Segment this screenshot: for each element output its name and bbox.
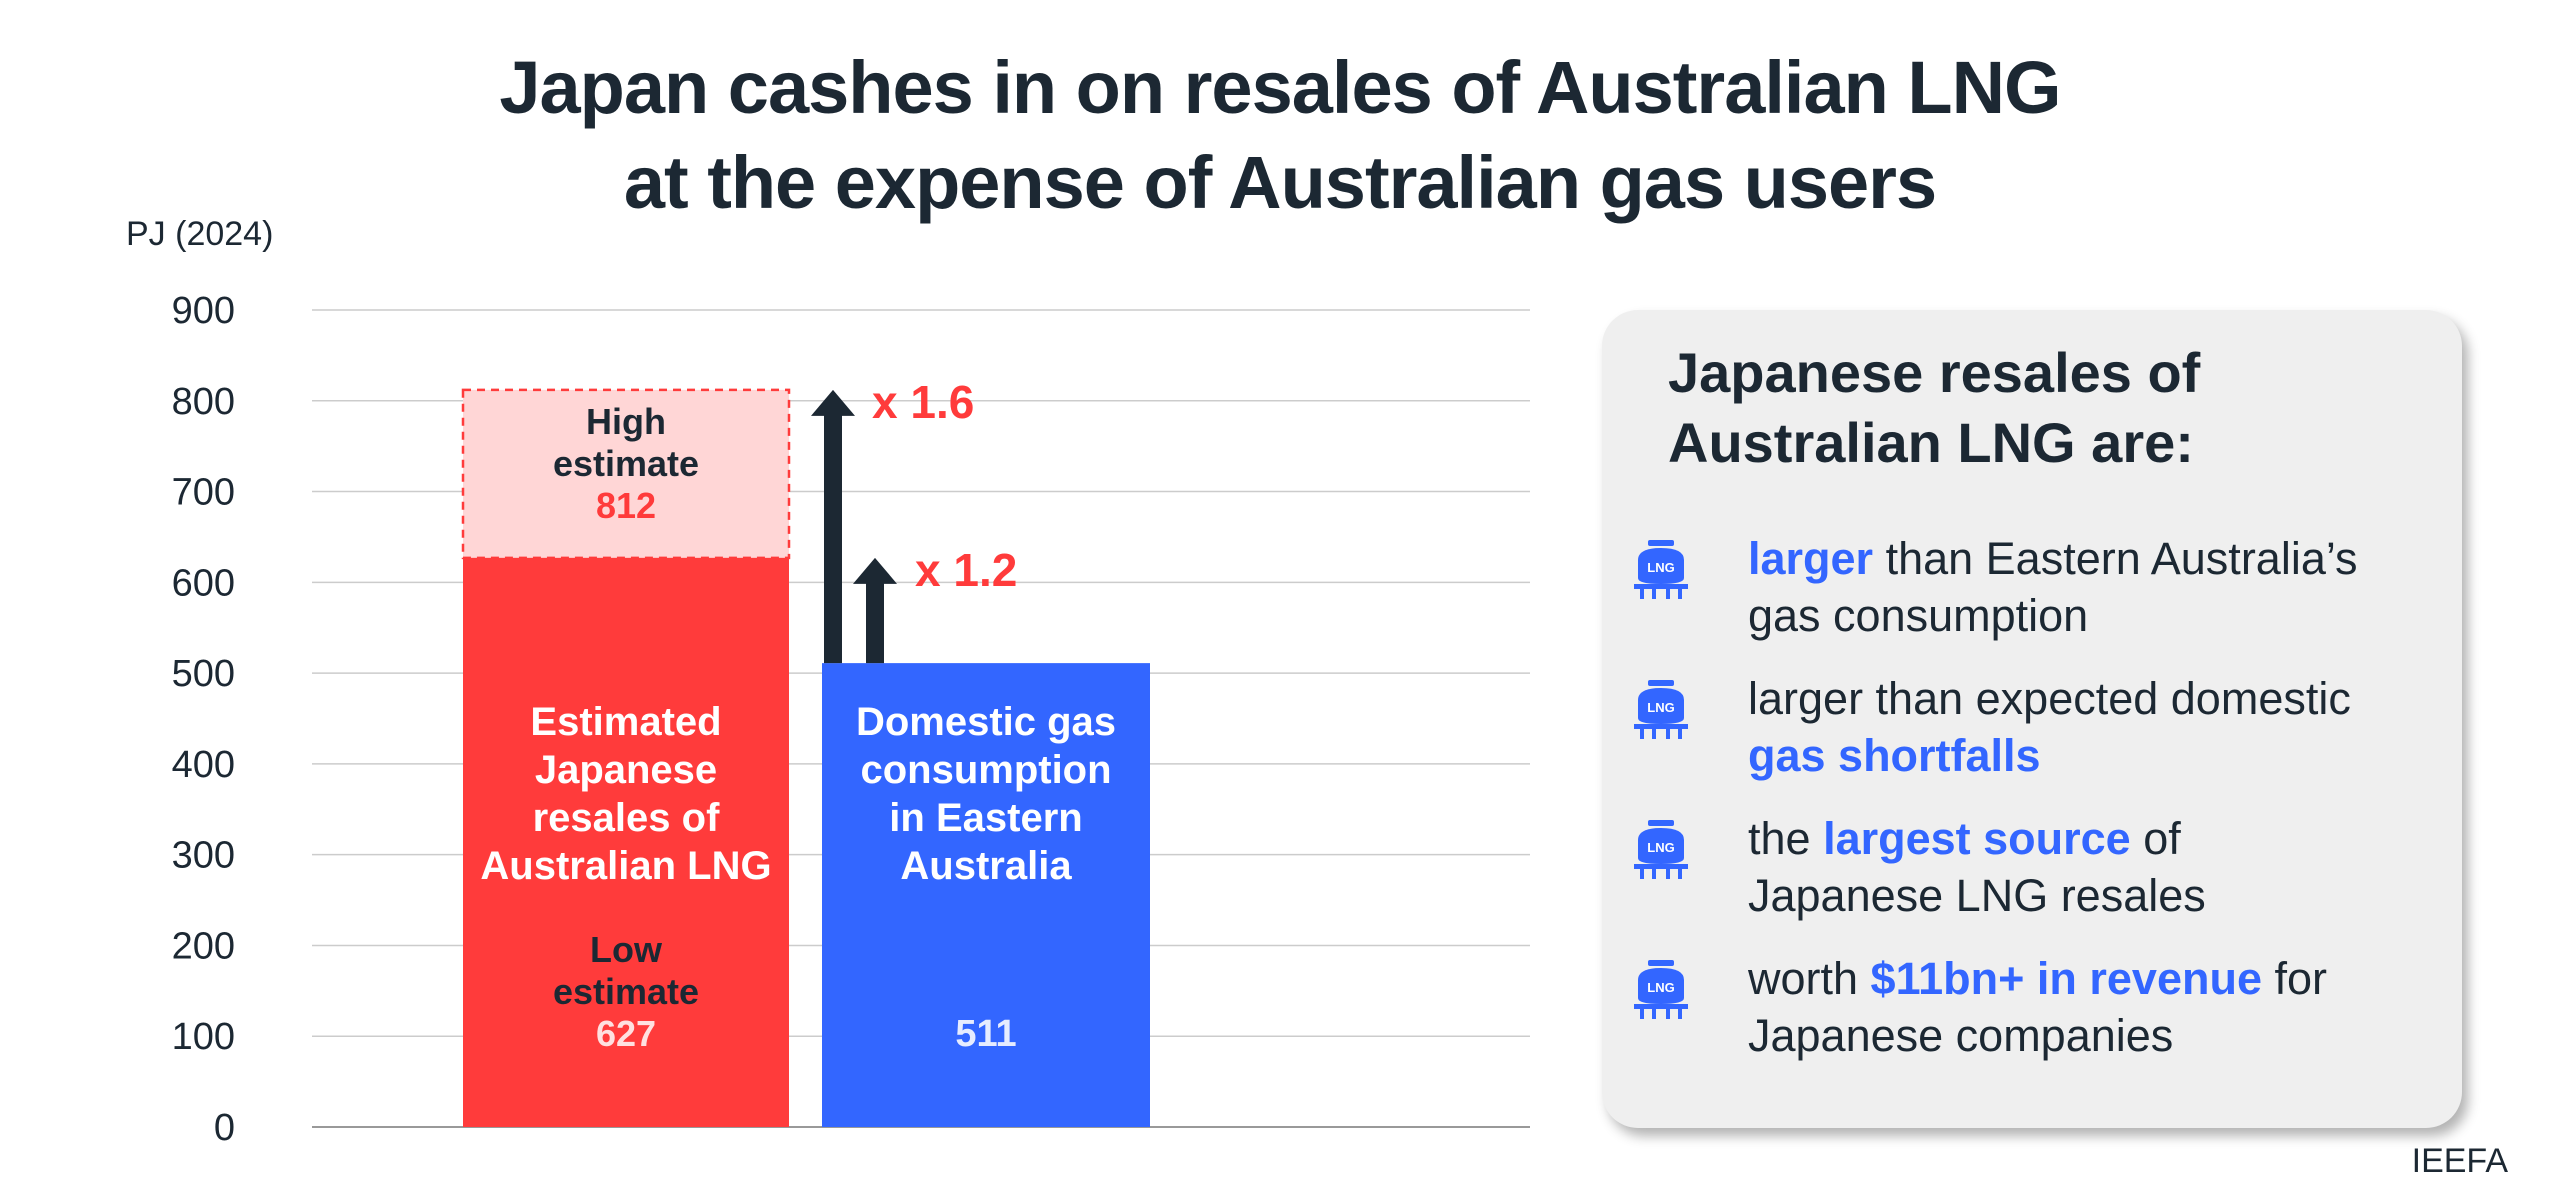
bullet-text-part: than Eastern Australia’s bbox=[1873, 533, 2358, 584]
bar-category-label: Australia bbox=[900, 844, 1072, 888]
y-tick-label: 300 bbox=[172, 835, 235, 877]
bullet-highlight: larger bbox=[1748, 533, 1874, 584]
high-estimate-label: High bbox=[586, 401, 666, 442]
lng-icon-label: LNG bbox=[1647, 840, 1674, 855]
bullet-text-part: Japanese companies bbox=[1748, 1010, 2174, 1061]
chart-title: Japan cashes in on resales of Australian… bbox=[0, 40, 2560, 230]
low-estimate-value: 627 bbox=[596, 1013, 656, 1054]
title-line-2: at the expense of Australian gas users bbox=[623, 141, 1937, 224]
lng-icon-label: LNG bbox=[1647, 560, 1674, 575]
multiplier-label: x 1.2 bbox=[915, 544, 1017, 596]
bar-chart: PJ (2024) 0 100 200 300 400 500 600 700 800 900 Hig… bbox=[126, 215, 1530, 1149]
bar-category-label: Australian LNG bbox=[480, 844, 771, 888]
y-tick-label: 0 bbox=[214, 1107, 235, 1149]
low-estimate-label: Low bbox=[590, 929, 663, 970]
bar-category-label: consumption bbox=[860, 748, 1111, 792]
lng-tank-icon: LNG bbox=[1634, 540, 1688, 599]
high-estimate-label: estimate bbox=[553, 443, 699, 484]
y-tick-label: 400 bbox=[172, 744, 235, 786]
bar-category-label: Japanese bbox=[535, 748, 717, 792]
bullet-text-part: the bbox=[1748, 813, 1824, 864]
lng-icon-label: LNG bbox=[1647, 700, 1674, 715]
y-tick-label: 800 bbox=[172, 381, 235, 423]
bullet-text-part: worth bbox=[1748, 953, 1871, 1004]
summary-panel: Japanese resales of Australian LNG are: … bbox=[1602, 310, 2462, 1128]
high-estimate-value: 812 bbox=[596, 485, 656, 526]
bar-category-label: resales of bbox=[533, 796, 720, 840]
bullet-text: larger than Eastern Australia’s gas cons… bbox=[1748, 530, 2448, 644]
y-axis-label: PJ (2024) bbox=[126, 215, 273, 253]
bar-domestic-consumption bbox=[822, 663, 1150, 1127]
bullet-item: LNG larger than expected domestic gas sh… bbox=[1632, 670, 2432, 790]
arrow-low-multiplier bbox=[853, 557, 897, 664]
y-tick-label: 700 bbox=[172, 472, 235, 514]
panel-heading-line-1: Japanese resales of bbox=[1668, 341, 2201, 404]
bar-value-label: 511 bbox=[955, 1013, 1016, 1055]
bullet-text-part: larger than expected domestic bbox=[1748, 673, 2351, 724]
low-estimate-label: estimate bbox=[553, 971, 699, 1012]
lng-icon-label: LNG bbox=[1647, 980, 1674, 995]
bullet-item: LNG worth $11bn+ in revenue for Japanese… bbox=[1632, 950, 2432, 1070]
bullet-text-part: of bbox=[2130, 813, 2181, 864]
bullet-highlight: gas shortfalls bbox=[1748, 730, 2041, 781]
bar-category-label: in Eastern bbox=[889, 796, 1082, 840]
y-tick-label: 900 bbox=[172, 290, 235, 332]
bullet-highlight: $11bn+ in revenue bbox=[1870, 953, 2262, 1004]
bullet-text: worth $11bn+ in revenue for Japanese com… bbox=[1748, 950, 2448, 1064]
bar-high-estimate bbox=[461, 388, 791, 560]
multiplier-label: x 1.6 bbox=[872, 376, 974, 428]
panel-heading-line-2: Australian LNG are: bbox=[1668, 411, 2194, 474]
bullet-text: larger than expected domestic gas shortf… bbox=[1748, 670, 2448, 784]
lng-tank-icon: LNG bbox=[1634, 680, 1688, 739]
lng-tank-icon: LNG bbox=[1634, 960, 1688, 1019]
bar-low-estimate bbox=[463, 557, 789, 1127]
bullet-highlight: largest source bbox=[1823, 813, 2131, 864]
source-label: IEEFA bbox=[2411, 1142, 2508, 1180]
bullet-item: LNG larger than Eastern Australia’s gas … bbox=[1632, 530, 2432, 650]
bullet-item: LNG the largest source of Japanese LNG r… bbox=[1632, 810, 2432, 930]
bullet-text-part: for bbox=[2262, 953, 2328, 1004]
y-tick-label: 500 bbox=[172, 653, 235, 695]
bar-category-label: Estimated bbox=[530, 700, 721, 744]
title-line-1: Japan cashes in on resales of Australian… bbox=[499, 46, 2061, 129]
bar-category-label: Domestic gas bbox=[856, 700, 1116, 744]
bullet-text-part: gas consumption bbox=[1748, 590, 2089, 641]
y-tick-label: 600 bbox=[172, 562, 235, 604]
bullet-text-part: Japanese LNG resales bbox=[1748, 870, 2206, 921]
bullet-text: the largest source of Japanese LNG resal… bbox=[1748, 810, 2448, 924]
y-tick-label: 200 bbox=[172, 925, 235, 967]
panel-heading: Japanese resales of Australian LNG are: bbox=[1668, 338, 2428, 478]
y-tick-label: 100 bbox=[172, 1016, 235, 1058]
lng-tank-icon: LNG bbox=[1634, 820, 1688, 879]
arrow-high-multiplier bbox=[811, 389, 855, 664]
